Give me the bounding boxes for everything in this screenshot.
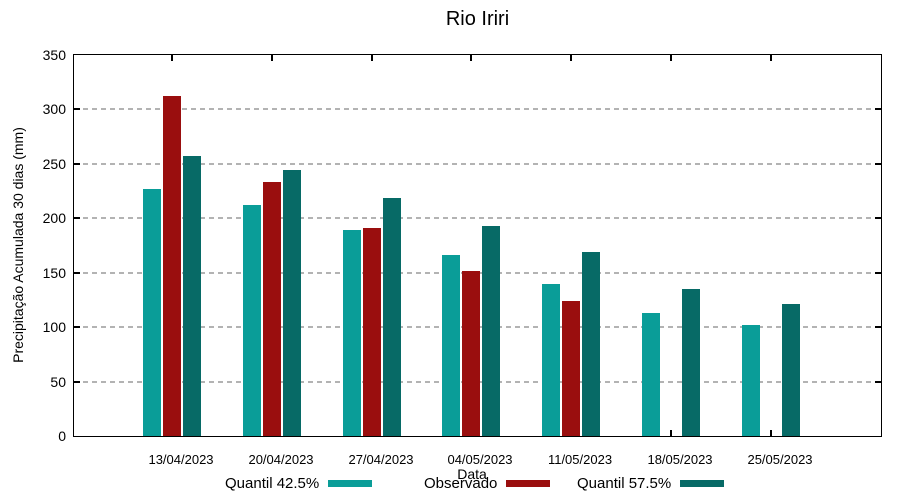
bar bbox=[163, 96, 181, 436]
y-tick-mark bbox=[875, 380, 881, 383]
y-tick-mark bbox=[875, 162, 881, 165]
bar bbox=[562, 301, 580, 436]
legend-label: Quantil 42.5% bbox=[225, 474, 320, 492]
y-tick-mark bbox=[875, 217, 881, 220]
x-axis-label: Data bbox=[457, 466, 487, 482]
y-tick-label: 100 bbox=[42, 319, 66, 336]
y-tick-mark bbox=[74, 271, 80, 274]
x-tick-mark bbox=[171, 55, 173, 61]
y-tick-mark bbox=[875, 326, 881, 329]
bar bbox=[582, 252, 600, 436]
bar bbox=[442, 255, 460, 436]
bar bbox=[482, 225, 500, 436]
legend-item: Quantil 57.5% bbox=[577, 474, 725, 492]
x-tick-mark bbox=[670, 430, 672, 436]
legend-item: Quantil 42.5% bbox=[225, 474, 373, 492]
x-tick-mark bbox=[371, 55, 373, 61]
gridline bbox=[74, 162, 881, 165]
y-tick-label: 50 bbox=[50, 373, 66, 390]
bar bbox=[542, 283, 560, 436]
legend-swatch bbox=[328, 479, 373, 487]
bar bbox=[682, 289, 700, 436]
y-tick-label: 250 bbox=[42, 155, 66, 172]
bar bbox=[742, 324, 760, 436]
gridline bbox=[74, 217, 881, 220]
y-tick-label: 0 bbox=[58, 428, 66, 444]
bar bbox=[263, 182, 281, 436]
chart-title: Rio Iriri bbox=[445, 8, 510, 30]
x-tick-label: 13/04/2023 bbox=[148, 452, 214, 467]
x-tick-mark bbox=[570, 55, 572, 61]
x-tick-mark bbox=[470, 55, 472, 61]
y-tick-label: 300 bbox=[42, 101, 66, 118]
bar bbox=[642, 313, 660, 436]
legend-label: Observado bbox=[424, 474, 498, 492]
bar bbox=[183, 156, 201, 436]
bar bbox=[283, 170, 301, 436]
x-tick-label: 18/05/2023 bbox=[647, 452, 713, 467]
y-tick-mark bbox=[875, 108, 881, 111]
legend-label: Quantil 57.5% bbox=[577, 474, 672, 492]
y-tick-mark bbox=[74, 108, 80, 111]
bar bbox=[782, 304, 800, 436]
gridline bbox=[74, 108, 881, 111]
y-tick-mark bbox=[74, 162, 80, 165]
legend-swatch bbox=[680, 479, 725, 487]
y-tick-label: 200 bbox=[42, 210, 66, 227]
x-tick-label: 11/05/2023 bbox=[547, 452, 613, 467]
bar bbox=[363, 228, 381, 436]
x-tick-label: 25/05/2023 bbox=[747, 452, 813, 467]
x-tick-mark bbox=[271, 55, 273, 61]
x-tick-label: 20/04/2023 bbox=[248, 452, 314, 467]
bar bbox=[143, 188, 161, 436]
bar bbox=[462, 270, 480, 436]
y-tick-mark bbox=[74, 380, 80, 383]
x-tick-mark bbox=[770, 55, 772, 61]
y-tick-label: 350 bbox=[42, 47, 66, 63]
y-tick-mark bbox=[74, 326, 80, 329]
bar bbox=[383, 197, 401, 436]
y-tick-mark bbox=[74, 217, 80, 220]
legend-swatch bbox=[506, 479, 551, 487]
y-tick-mark bbox=[875, 271, 881, 274]
x-tick-label: 04/05/2023 bbox=[447, 452, 513, 467]
plot-area bbox=[73, 54, 882, 437]
legend-item: Observado bbox=[424, 474, 551, 492]
y-tick-label: 150 bbox=[42, 264, 66, 281]
x-tick-mark bbox=[770, 430, 772, 436]
x-tick-label: 27/04/2023 bbox=[348, 452, 414, 467]
x-tick-mark bbox=[670, 55, 672, 61]
bar bbox=[243, 205, 261, 436]
bar bbox=[343, 230, 361, 436]
